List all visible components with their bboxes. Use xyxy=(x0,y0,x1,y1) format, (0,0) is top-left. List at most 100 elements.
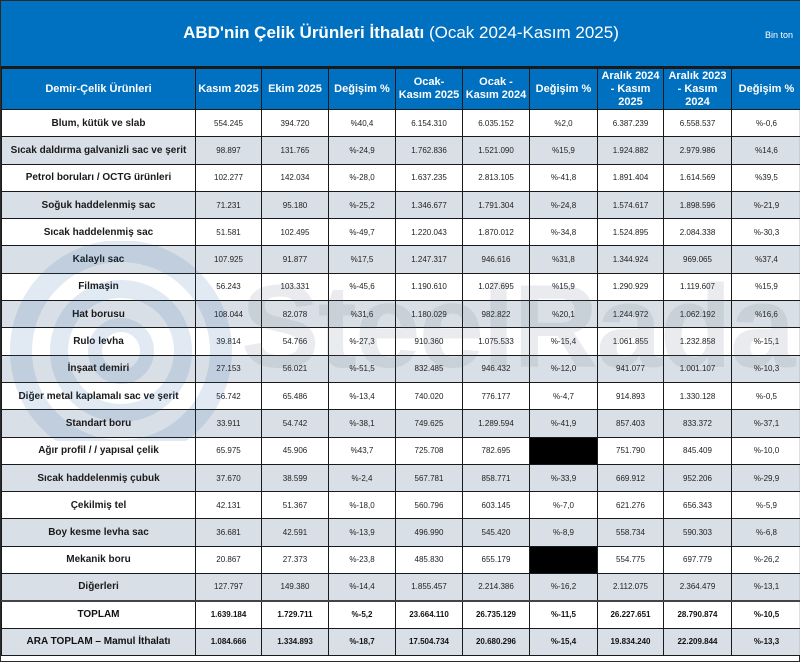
product-name-cell: Boy kesme levha sac xyxy=(1,518,196,547)
value-cell: 567.781 xyxy=(395,463,463,493)
value-cell: 952.206 xyxy=(663,463,732,493)
title-bar: ABD'nin Çelik Ürünleri İthalatı (Ocak 20… xyxy=(1,1,800,68)
value-cell: %31,8 xyxy=(529,245,598,274)
table-row: Sıcak daldırma galvanizli sac ve şerit 98… xyxy=(1,136,800,165)
value-cell: 65.975 xyxy=(195,436,262,465)
table-row: Çekilmiş tel 42.131 51.367 %-18,0 560.796 603… xyxy=(1,491,800,520)
value-cell: %-13,1 xyxy=(731,573,800,602)
value-cell: %-10,0 xyxy=(731,436,800,465)
value-cell: 1.524.895 xyxy=(597,218,664,247)
value-cell: 1.190.610 xyxy=(395,272,463,302)
value-cell: %-26,2 xyxy=(731,545,800,575)
value-cell: %-13,3 xyxy=(731,627,800,656)
table-row: TOPLAM 1.639.184 1.729.711 %-5,2 23.664.110 2… xyxy=(1,599,800,629)
value-cell: 740.020 xyxy=(395,381,463,411)
value-cell: %-41,9 xyxy=(529,409,598,438)
value-cell: %-13,9 xyxy=(328,518,396,547)
value-cell: 45.906 xyxy=(261,436,329,465)
value-cell: %-30,3 xyxy=(731,218,800,247)
value-cell: 39.814 xyxy=(195,327,262,356)
title-period: (Ocak 2024-Kasım 2025) xyxy=(424,23,619,42)
value-cell: %-4,7 xyxy=(529,381,598,411)
value-cell: %16,6 xyxy=(731,300,800,329)
value-cell: %-12,0 xyxy=(529,354,598,383)
value-cell: %-23,8 xyxy=(328,545,396,575)
value-cell: 1.232.858 xyxy=(663,327,732,356)
value-cell: 590.303 xyxy=(663,518,732,547)
value-cell: 1.061.855 xyxy=(597,327,664,356)
value-cell: 71.231 xyxy=(195,190,262,220)
value-cell: 857.403 xyxy=(597,409,664,438)
value-cell: %-45,6 xyxy=(328,272,396,302)
product-name-cell: Filmaşin xyxy=(1,272,196,302)
product-name-cell: Sıcak haddelenmiş sac xyxy=(1,218,196,247)
value-cell: 1.289.594 xyxy=(462,409,530,438)
value-cell: %-29,9 xyxy=(731,463,800,493)
value-cell: %-2,4 xyxy=(328,463,396,493)
value-cell: %-10,5 xyxy=(731,599,800,629)
value-cell: 2.084.338 xyxy=(663,218,732,247)
value-cell: 42.131 xyxy=(195,491,262,520)
value-cell: %20,1 xyxy=(529,300,598,329)
product-name-cell: Mekanik boru xyxy=(1,545,196,575)
value-cell: 1.244.972 xyxy=(597,300,664,329)
value-cell: 1.027.695 xyxy=(462,272,530,302)
value-cell: 496.990 xyxy=(395,518,463,547)
value-cell: 1.791.304 xyxy=(462,190,530,220)
col-header-nov-2025: Kasım 2025 xyxy=(195,68,262,110)
value-cell: 2.364.479 xyxy=(663,573,732,602)
value-cell: 1.637.235 xyxy=(395,163,463,192)
value-cell: %-18,0 xyxy=(328,491,396,520)
table-row: Filmaşin 56.243 103.331 %-45,6 1.190.610 1.02… xyxy=(1,272,800,302)
value-cell: 725.708 xyxy=(395,436,463,465)
value-cell: 833.372 xyxy=(663,409,732,438)
value-cell: 969.065 xyxy=(663,245,732,274)
table-row: Ağır profil / / yapısal çelik 65.975 45.90… xyxy=(1,436,800,465)
table-row: Hat borusu 108.044 82.078 %31,6 1.180.029 982… xyxy=(1,300,800,329)
value-cell: 1.521.090 xyxy=(462,136,530,165)
value-cell: 22.209.844 xyxy=(663,627,732,656)
value-cell: 914.893 xyxy=(597,381,664,411)
table-row: Petrol boruları / OCTG ürünleri 102.277 14… xyxy=(1,163,800,192)
value-cell: %-15,4 xyxy=(529,327,598,356)
value-cell: 1.084.666 xyxy=(195,627,262,656)
col-header-change-12m: Değişim % xyxy=(731,68,800,110)
value-cell: %17,5 xyxy=(328,245,396,274)
table-row: ARA TOPLAM – Mamul İthalatı 1.084.666 1.33… xyxy=(1,627,800,656)
col-header-oct-2025: Ekim 2025 xyxy=(261,68,329,110)
value-cell: %-10,3 xyxy=(731,354,800,383)
table-row: Blum, kütük ve slab 554.245 394.720 %40,4 6.… xyxy=(1,108,800,138)
value-cell: 1.729.711 xyxy=(261,599,329,629)
product-name-cell: Rulo levha xyxy=(1,327,196,356)
value-cell: 1.574.617 xyxy=(597,190,664,220)
value-cell: 845.409 xyxy=(663,436,732,465)
product-name-cell: Blum, kütük ve slab xyxy=(1,108,196,138)
value-cell: 6.154.310 xyxy=(395,108,463,138)
value-cell: 2.214.386 xyxy=(462,573,530,602)
value-cell: 26.735.129 xyxy=(462,599,530,629)
value-cell: %-5,9 xyxy=(731,491,800,520)
value-cell: %31,6 xyxy=(328,300,396,329)
value-cell: %-8,9 xyxy=(529,518,598,547)
value-cell: 655.179 xyxy=(462,545,530,575)
value-cell: %-41,8 xyxy=(529,163,598,192)
value-cell: 33.911 xyxy=(195,409,262,438)
value-cell: 656.343 xyxy=(663,491,732,520)
value-cell: 65.486 xyxy=(261,381,329,411)
value-cell: 103.331 xyxy=(261,272,329,302)
value-cell: 2.112.075 xyxy=(597,573,664,602)
value-cell: 749.625 xyxy=(395,409,463,438)
value-cell: 946.432 xyxy=(462,354,530,383)
product-name-cell: Soğuk haddelenmiş sac xyxy=(1,190,196,220)
value-cell: 1.891.404 xyxy=(597,163,664,192)
value-cell: 6.035.152 xyxy=(462,108,530,138)
value-cell: %-5,2 xyxy=(328,599,396,629)
value-cell: 1.119.607 xyxy=(663,272,732,302)
value-cell: %-21,9 xyxy=(731,190,800,220)
value-cell: %14,6 xyxy=(731,136,800,165)
value-cell: 107.925 xyxy=(195,245,262,274)
value-cell: 545.420 xyxy=(462,518,530,547)
redacted-cell xyxy=(529,545,598,575)
table-row: Sıcak haddelenmiş sac 51.581 102.495 %-49,7… xyxy=(1,218,800,247)
value-cell: 560.796 xyxy=(395,491,463,520)
